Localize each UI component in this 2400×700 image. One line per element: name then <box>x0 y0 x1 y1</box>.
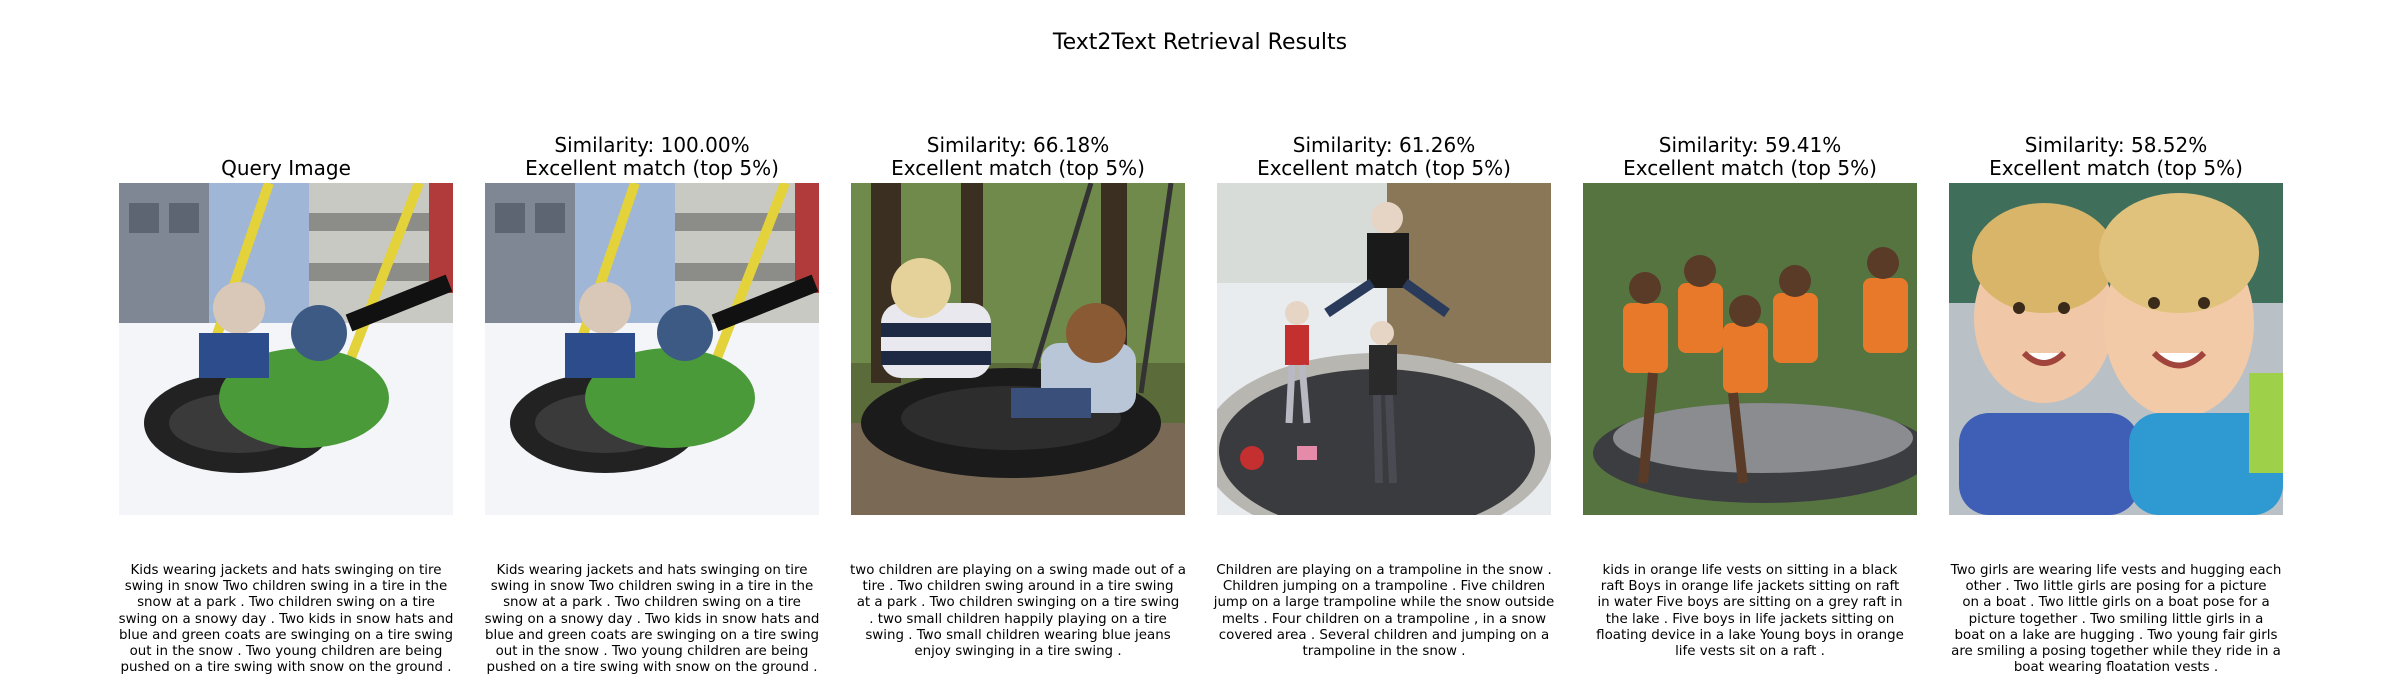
tire-swing-snow-photo <box>119 183 453 515</box>
panel-heading: Similarity: 61.26% Excellent match (top … <box>1199 134 1569 180</box>
query-image <box>119 183 453 515</box>
caption: Kids wearing jackets and hats swinging o… <box>484 563 820 676</box>
match-label: Excellent match (top 5%) <box>525 156 779 180</box>
match-label: Excellent match (top 5%) <box>1257 156 1511 180</box>
tire-swing-park-photo <box>851 183 1185 515</box>
girls-boat-photo <box>1949 183 2283 515</box>
result-image <box>1949 183 2283 515</box>
similarity-label: Similarity: 61.26% <box>1292 133 1476 157</box>
panel-heading: Similarity: 59.41% Excellent match (top … <box>1565 134 1935 180</box>
result-panel: Similarity: 59.41% Excellent match (top … <box>1565 0 1935 700</box>
result-image <box>1217 183 1551 515</box>
similarity-label: Similarity: 66.18% <box>926 133 1110 157</box>
caption: two children are playing on a swing made… <box>850 563 1186 660</box>
result-panel: Similarity: 61.26% Excellent match (top … <box>1199 0 1569 700</box>
result-panel: Similarity: 100.00% Excellent match (top… <box>467 0 837 700</box>
panel-heading: Query Image <box>101 157 471 180</box>
query-image-label: Query Image <box>221 156 351 180</box>
panel-heading: Similarity: 66.18% Excellent match (top … <box>833 134 1203 180</box>
result-panel: Similarity: 58.52% Excellent match (top … <box>1931 0 2301 700</box>
result-image <box>1583 183 1917 515</box>
caption: Children are playing on a trampoline in … <box>1213 563 1555 660</box>
match-label: Excellent match (top 5%) <box>1623 156 1877 180</box>
panel-heading: Similarity: 58.52% Excellent match (top … <box>1931 134 2301 180</box>
result-image <box>851 183 1185 515</box>
match-label: Excellent match (top 5%) <box>1989 156 2243 180</box>
result-panel: Similarity: 66.18% Excellent match (top … <box>833 0 1203 700</box>
query-panel: Query Image Kids wearing jackets and hat… <box>101 0 471 700</box>
tire-swing-snow-photo <box>485 183 819 515</box>
similarity-label: Similarity: 58.52% <box>2024 133 2208 157</box>
match-label: Excellent match (top 5%) <box>891 156 1145 180</box>
caption: Kids wearing jackets and hats swinging o… <box>118 563 454 676</box>
result-image <box>485 183 819 515</box>
caption: Two girls are wearing life vests and hug… <box>1950 563 2282 676</box>
figure-title: Text2Text Retrieval Results <box>1052 30 1348 55</box>
similarity-label: Similarity: 59.41% <box>1658 133 1842 157</box>
similarity-label: Similarity: 100.00% <box>554 133 750 157</box>
trampoline-snow-photo <box>1217 183 1551 515</box>
caption: kids in orange life vests on sitting in … <box>1596 563 1904 660</box>
panel-heading: Similarity: 100.00% Excellent match (top… <box>467 134 837 180</box>
raft-lake-photo <box>1583 183 1917 515</box>
